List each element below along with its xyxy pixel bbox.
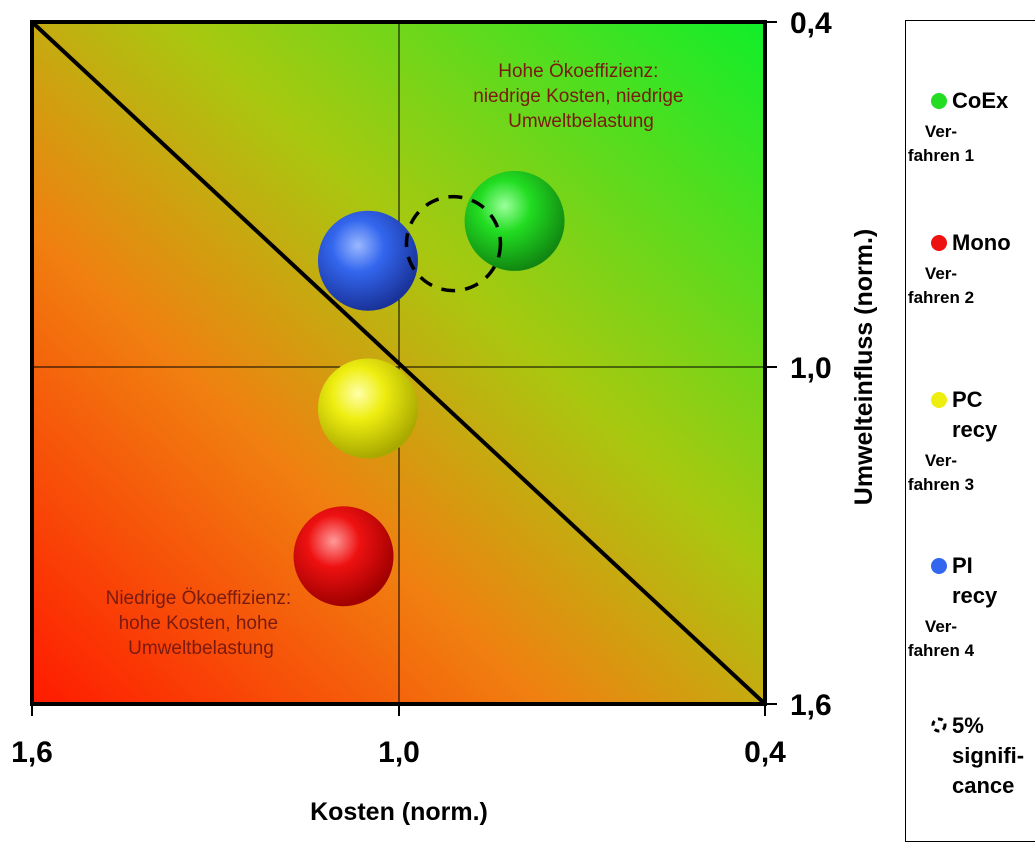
x-axis-title: Kosten (norm.) <box>310 798 488 826</box>
annotation-high-eco: Hohe Ökoeffizienz: niedrige Kosten, nied… <box>473 61 688 132</box>
legend: CoEx Ver-fahren 1 Mono Ver-fahren 2 PC re… <box>905 20 1035 842</box>
bubble-coex <box>464 170 565 271</box>
legend-label: PC recy <box>952 387 998 442</box>
annotation-line: niedrige Kosten, niedrige <box>473 86 683 107</box>
legend-item-pi-recy: PI recy Ver-fahren 4 <box>906 551 1035 663</box>
legend-label: Mono <box>952 230 1011 255</box>
y-tick-label: 0,4 <box>790 7 832 40</box>
legend-item-coex: CoEx Ver-fahren 1 <box>906 86 1035 168</box>
annotation-low-eco: Niedrige Ökoeffizienz: hohe Kosten, hohe… <box>106 588 297 659</box>
legend-label: CoEx <box>952 88 1009 113</box>
blue-circle-icon <box>931 558 947 574</box>
bubble-pi-recy <box>317 210 418 311</box>
x-tick-label: 1,0 <box>378 736 420 769</box>
annotation-line: Umweltbelastung <box>128 638 274 659</box>
y-axis-title: Umwelteinfluss (norm.) <box>850 229 878 505</box>
tick-marks <box>31 21 777 716</box>
legend-item-mono: Mono Ver-fahren 2 <box>906 228 1035 310</box>
x-tick-label: 1,6 <box>11 736 53 769</box>
legend-label: PI recy <box>952 553 998 608</box>
red-circle-icon <box>931 235 947 251</box>
legend-label: 5% signifi-cance <box>952 713 1025 798</box>
annotation-line: hohe Kosten, hohe <box>119 613 279 634</box>
annotation-line: Umweltbelastung <box>508 111 654 132</box>
annotation-line: Niedrige Ökoeffizienz: <box>106 588 292 609</box>
yellow-circle-icon <box>931 392 947 408</box>
x-tick-label: 0,4 <box>744 736 786 769</box>
diagonal-line <box>30 20 767 706</box>
y-tick-label: 1,0 <box>790 352 832 385</box>
bubble-pc-recy <box>317 358 418 459</box>
legend-sublabel: Ver-fahren 1 <box>907 122 975 165</box>
annotation-line: Hohe Ökoeffizienz: <box>498 61 658 82</box>
legend-sublabel: Ver-fahren 3 <box>907 451 975 494</box>
legend-sublabel: Ver-fahren 2 <box>907 264 975 307</box>
dashed-circle-icon <box>931 717 947 733</box>
significance-circle <box>404 194 503 293</box>
green-circle-icon <box>931 93 947 109</box>
legend-item-pc-recy: PC recy Ver-fahren 3 <box>906 385 1035 497</box>
y-tick-label: 1,6 <box>790 689 832 722</box>
bubble-mono <box>293 506 394 607</box>
legend-sublabel: Ver-fahren 4 <box>907 617 975 660</box>
legend-item-significance: 5% signifi-cance <box>906 711 1035 801</box>
